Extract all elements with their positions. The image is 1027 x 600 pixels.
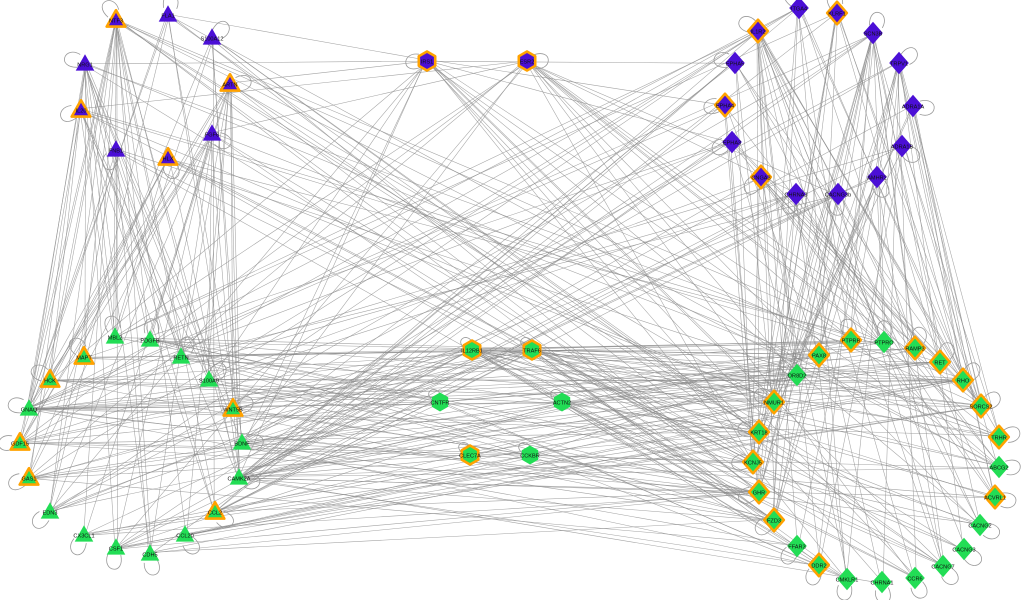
svg-text:RAMP3: RAMP3 — [905, 347, 924, 353]
svg-text:ARTN: ARTN — [222, 83, 237, 89]
svg-text:S100A12: S100A12 — [200, 37, 223, 43]
svg-text:ACTN2: ACTN2 — [553, 401, 571, 407]
svg-text:CHRNA3: CHRNA3 — [784, 193, 807, 199]
svg-text:NRG1: NRG1 — [77, 63, 93, 69]
svg-text:IL20: IL20 — [76, 109, 87, 115]
svg-text:CACNG3b: CACNG3b — [825, 193, 851, 199]
svg-text:PTPRO: PTPRO — [874, 341, 894, 347]
svg-text:SCN3B: SCN3B — [864, 32, 883, 38]
svg-text:CDH5: CDH5 — [142, 553, 157, 559]
svg-text:KLRF1: KLRF1 — [828, 12, 845, 18]
svg-text:CACNG7: CACNG7 — [931, 565, 954, 571]
svg-text:MBL2: MBL2 — [108, 336, 123, 342]
svg-text:IRS1: IRS1 — [421, 60, 433, 66]
svg-text:CCL2: CCL2 — [208, 511, 222, 517]
svg-text:AMHR2: AMHR2 — [867, 176, 887, 182]
svg-text:ADRA1A: ADRA1A — [902, 105, 925, 111]
svg-text:CX3CL1: CX3CL1 — [73, 534, 94, 540]
svg-text:HLX: HLX — [163, 157, 174, 163]
svg-text:EPHA5: EPHA5 — [726, 62, 744, 68]
svg-text:EPHA4: EPHA4 — [716, 104, 734, 110]
svg-text:KCNJ5: KCNJ5 — [744, 461, 762, 467]
svg-text:CACNG3: CACNG3 — [952, 548, 975, 554]
svg-text:PAX8: PAX8 — [812, 354, 826, 360]
svg-text:FGF6: FGF6 — [205, 133, 219, 139]
svg-text:ADRA1B: ADRA1B — [891, 145, 914, 151]
svg-text:CSF1: CSF1 — [109, 547, 123, 553]
svg-text:CACNG2: CACNG2 — [968, 524, 991, 530]
svg-text:IL12RB1: IL12RB1 — [461, 349, 483, 355]
svg-text:TRPV1: TRPV1 — [890, 62, 908, 68]
svg-text:CCL20: CCL20 — [176, 534, 193, 540]
svg-text:GAS1: GAS1 — [22, 477, 37, 483]
svg-text:TRHR: TRHR — [991, 436, 1007, 442]
svg-text:FLA1: FLA1 — [161, 14, 174, 20]
svg-text:CHRNA1: CHRNA1 — [870, 581, 893, 587]
svg-text:RET: RET — [934, 361, 946, 367]
svg-text:ITGA4: ITGA4 — [791, 7, 807, 13]
svg-text:CLEC7A: CLEC7A — [459, 454, 481, 460]
svg-text:RETN: RETN — [173, 356, 188, 362]
svg-text:CAMK2A: CAMK2A — [227, 477, 250, 483]
svg-text:MAPT: MAPT — [76, 356, 92, 362]
svg-text:HCK: HCK — [44, 379, 56, 385]
svg-text:FFAR3: FFAR3 — [788, 545, 805, 551]
svg-text:CCKBR: CCKBR — [520, 454, 540, 460]
svg-text:RHO: RHO — [957, 379, 970, 385]
svg-text:DDR2: DDR2 — [811, 564, 826, 570]
svg-text:NTF3: NTF3 — [109, 19, 123, 25]
svg-text:TRAF6: TRAF6 — [523, 349, 541, 355]
svg-text:GHR: GHR — [753, 491, 765, 497]
svg-text:OR8D2: OR8D2 — [788, 374, 807, 380]
svg-text:EPHA3: EPHA3 — [723, 141, 741, 147]
svg-text:CCR6: CCR6 — [907, 577, 922, 583]
svg-text:NMUR1: NMUR1 — [764, 401, 784, 407]
svg-text:S100A9: S100A9 — [199, 379, 219, 385]
svg-text:EDN3: EDN3 — [43, 511, 58, 517]
svg-text:KRT18: KRT18 — [750, 431, 767, 437]
svg-text:GDF15: GDF15 — [11, 442, 29, 448]
svg-text:SORCS2: SORCS2 — [969, 405, 992, 411]
svg-text:FNB1: FNB1 — [109, 149, 123, 155]
svg-text:GNAQ: GNAQ — [21, 408, 38, 414]
svg-text:WNT5B: WNT5B — [223, 408, 243, 414]
svg-text:FZD3: FZD3 — [767, 519, 781, 525]
svg-text:IL1R2: IL1R2 — [751, 30, 766, 36]
svg-text:BDNF: BDNF — [234, 442, 250, 448]
svg-text:PTPRB: PTPRB — [842, 339, 861, 345]
svg-text:CMKLR1: CMKLR1 — [836, 578, 859, 584]
svg-text:CNGA3: CNGA3 — [751, 176, 770, 182]
svg-text:PDGFB: PDGFB — [140, 339, 160, 345]
svg-text:CNTFR: CNTFR — [431, 401, 450, 407]
svg-text:ESR2: ESR2 — [520, 60, 535, 66]
svg-text:ACVRL1: ACVRL1 — [984, 496, 1006, 502]
svg-text:ABCG2: ABCG2 — [990, 466, 1009, 472]
